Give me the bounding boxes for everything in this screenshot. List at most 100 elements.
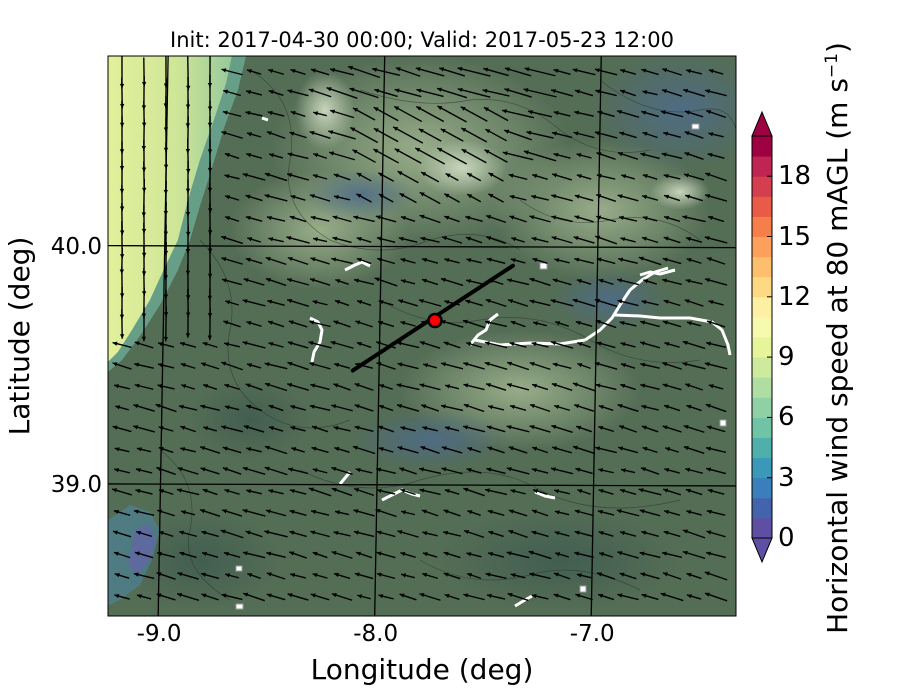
wind-arrow-head <box>686 510 692 515</box>
wind-arrow-head <box>133 509 139 514</box>
wind-arrow-head <box>707 152 713 158</box>
wind-arrow-head <box>504 67 510 72</box>
wind-arrow-head <box>376 488 382 494</box>
wind-arrow-head <box>422 278 427 283</box>
wind-arrow-head <box>640 467 646 472</box>
wind-arrow-head <box>401 510 406 515</box>
map-frame <box>107 55 737 617</box>
wind-arrow-head <box>661 89 667 94</box>
wind-arrow-head <box>510 258 516 263</box>
wind-arrow-head <box>399 193 405 198</box>
wind-arrow-head <box>312 300 318 305</box>
wind-arrow-head <box>466 341 472 347</box>
wind-arrow-head <box>333 320 339 325</box>
colorbar-tick-label: 3 <box>778 462 795 493</box>
wind-arrow-head <box>485 129 491 134</box>
wind-arrow-head <box>575 320 581 326</box>
wind-arrow-head <box>333 572 339 577</box>
wind-arrow <box>394 88 422 98</box>
wind-arrow-head <box>641 530 647 535</box>
wind-arrow-head <box>642 90 648 95</box>
colorbar-label-close: ) <box>821 42 855 54</box>
wind-arrow-head <box>246 89 251 95</box>
wind-arrow-head <box>419 214 425 219</box>
wind-arrow-head <box>397 530 403 535</box>
meridian-line <box>157 56 169 616</box>
wind-arrow <box>504 88 532 98</box>
wind-arrow-head <box>356 237 362 242</box>
wind-arrow-head <box>704 571 710 576</box>
wind-arrow-head <box>599 552 605 557</box>
wind-arrow-head <box>423 363 429 368</box>
wind-arrow-head <box>310 68 316 73</box>
low-wind-region <box>350 410 510 470</box>
wind-arrow-head <box>268 489 274 494</box>
wind-arrow-head <box>135 467 141 473</box>
wind-arrow-head <box>422 426 428 431</box>
wind-arrow-head <box>201 572 207 577</box>
wind-arrow-head <box>486 257 492 262</box>
wind-arrow-head <box>550 467 556 472</box>
wind-arrow-head <box>484 361 490 367</box>
wind-arrow-head <box>664 467 670 473</box>
wind-arrow-head <box>510 404 515 410</box>
wind-arrow-head <box>706 341 712 346</box>
wind-arrow-head <box>665 447 671 452</box>
x-tick-label: -7.0 <box>569 621 615 647</box>
wind-arrow-head <box>312 573 318 578</box>
parallel-line <box>108 244 736 249</box>
wind-arrow-head <box>531 341 537 347</box>
wind-arrow-head <box>443 572 449 577</box>
wind-arrow-head <box>507 592 513 598</box>
wind-arrow-head <box>552 362 558 367</box>
wind-arrow-head <box>416 88 422 93</box>
wind-arrow-head <box>641 110 647 115</box>
wind-arrow-head <box>224 488 230 494</box>
wind-arrow-head <box>595 446 601 451</box>
wind-arrow-head <box>220 529 226 534</box>
wind-arrow-head <box>420 446 426 451</box>
wind-arrow-head <box>598 468 604 473</box>
wind-arrow-head <box>329 151 335 156</box>
wind-arrow-head <box>330 68 335 73</box>
wind-arrow-head <box>374 277 380 282</box>
wind-arrow-head <box>643 279 649 284</box>
wind-arrow-head <box>356 551 362 556</box>
wind-arrow-head <box>265 277 271 283</box>
wind-arrow-head <box>574 551 580 556</box>
wind-arrow-head <box>288 320 294 325</box>
wind-arrow-head <box>372 67 378 72</box>
wind-arrow-head <box>400 320 406 326</box>
colorbar-segment <box>752 517 772 539</box>
wind-arrow-head <box>597 572 603 577</box>
wind-arrow-head <box>642 216 648 221</box>
wind-arrow-head <box>706 110 712 115</box>
wind-arrow-head <box>444 593 450 599</box>
wind-arrow-head <box>378 447 384 452</box>
wind-arrow <box>372 68 400 76</box>
wind-arrow-head <box>576 153 582 158</box>
wind-arrow-head <box>486 215 492 220</box>
wind-arrow <box>349 87 379 99</box>
wind-arrow-head <box>421 172 427 177</box>
wind-arrow-head <box>401 573 407 578</box>
wind-arrow-head <box>158 341 163 347</box>
wind-arrow-head <box>331 593 337 598</box>
coastal-high-wind-zone <box>108 56 232 362</box>
wind-arrow-head <box>376 572 382 577</box>
wind-arrow-head <box>551 383 557 388</box>
wind-arrow-head <box>419 383 425 388</box>
wind-arrow-head <box>441 467 447 472</box>
x-tick-label: -9.0 <box>136 621 182 647</box>
wind-arrow-head <box>705 403 711 408</box>
wind-arrow-head <box>222 467 228 472</box>
wind-arrow-head <box>486 467 492 472</box>
wind-arrow-head <box>309 194 315 199</box>
wind-arrow-head <box>531 194 537 200</box>
wind-arrow-head <box>510 320 516 325</box>
wind-arrow <box>482 89 510 97</box>
wind-arrow-head <box>685 194 691 199</box>
wind-arrow-head <box>312 551 318 556</box>
wind-arrow-head <box>664 509 670 515</box>
wind-arrow-head <box>575 467 581 472</box>
